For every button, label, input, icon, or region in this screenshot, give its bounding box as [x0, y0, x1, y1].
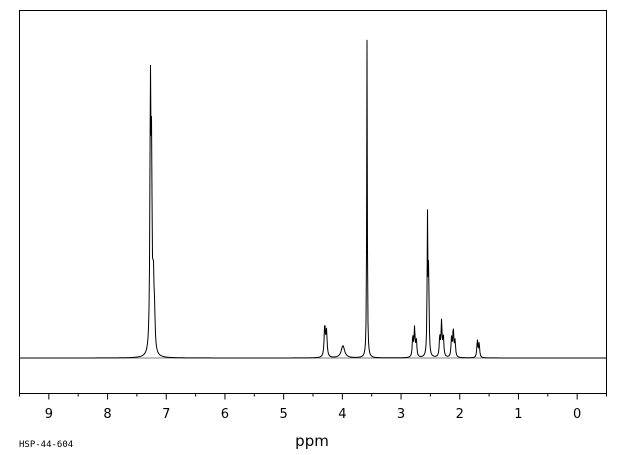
x-tick-label: 6 [221, 407, 229, 422]
x-tick-label: 4 [338, 407, 346, 422]
x-tick-label: 5 [280, 407, 288, 422]
x-tick-label: 3 [397, 407, 405, 422]
x-axis-ticks [19, 393, 607, 400]
x-axis-title: ppm [295, 432, 329, 450]
spectrum-trace [19, 39, 607, 359]
plot-frame [19, 10, 607, 394]
x-tick-label: 8 [103, 407, 111, 422]
x-tick-label: 0 [573, 407, 581, 422]
x-tick-label: 1 [514, 407, 522, 422]
x-tick-label: 2 [456, 407, 464, 422]
x-axis-tick-labels: 9 8 7 6 5 4 3 2 1 0 [45, 407, 582, 422]
x-tick-label: 7 [162, 407, 170, 422]
x-tick-label: 9 [45, 407, 53, 422]
sample-id-label: HSP-44-604 [19, 440, 73, 450]
